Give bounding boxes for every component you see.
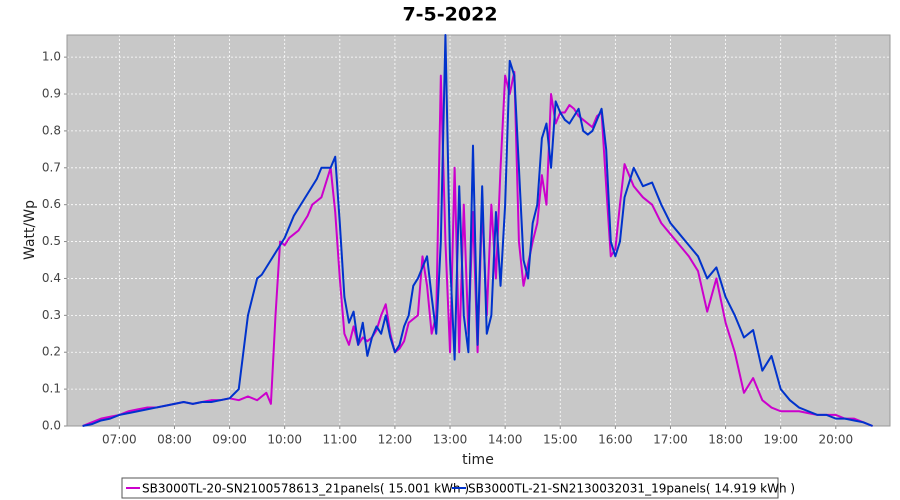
series-line	[82, 70, 873, 427]
x-tick-label: 08:00	[157, 433, 192, 447]
plot-border	[66, 34, 891, 427]
x-tick-label: 17:00	[653, 433, 688, 447]
legend-box	[121, 477, 779, 499]
x-tick-label: 16:00	[598, 433, 633, 447]
legend-label: SB3000TL-21-SN2130032031_19panels( 14.91…	[468, 482, 795, 496]
x-axis-label: time	[462, 452, 494, 468]
x-tick-label: 11:00	[323, 433, 358, 447]
plot-area	[67, 35, 890, 426]
y-tick-label: 0.4	[42, 271, 61, 285]
y-tick-label: 0.5	[42, 234, 61, 248]
series-line	[82, 34, 873, 427]
y-tick-label: 0.8	[42, 123, 61, 137]
x-tick-label: 10:00	[267, 433, 302, 447]
x-tick-label: 13:00	[433, 433, 468, 447]
legend-label: SB3000TL-20-SN2100578613_21panels( 15.00…	[142, 482, 469, 496]
x-tick-label: 15:00	[543, 433, 578, 447]
x-tick-label: 07:00	[102, 433, 137, 447]
x-tick-label: 12:00	[378, 433, 413, 447]
y-tick-label: 0.9	[42, 87, 61, 101]
y-tick-label: 0.7	[42, 160, 61, 174]
x-tick-label: 18:00	[708, 433, 743, 447]
y-axis-label: Watt/Wp	[22, 200, 38, 260]
y-tick-label: 0.2	[42, 345, 61, 359]
x-tick-label: 20:00	[819, 433, 854, 447]
chart-title: 7-5-2022	[402, 4, 497, 26]
y-tick-label: 0.1	[42, 382, 61, 396]
x-tick-label: 09:00	[212, 433, 247, 447]
y-tick-label: 1.0	[42, 50, 61, 64]
y-tick-label: 0.6	[42, 197, 61, 211]
x-tick-label: 19:00	[763, 433, 798, 447]
y-tick-label: 0.3	[42, 308, 61, 322]
y-tick-label: 0.0	[42, 419, 61, 433]
x-tick-label: 14:00	[488, 433, 523, 447]
